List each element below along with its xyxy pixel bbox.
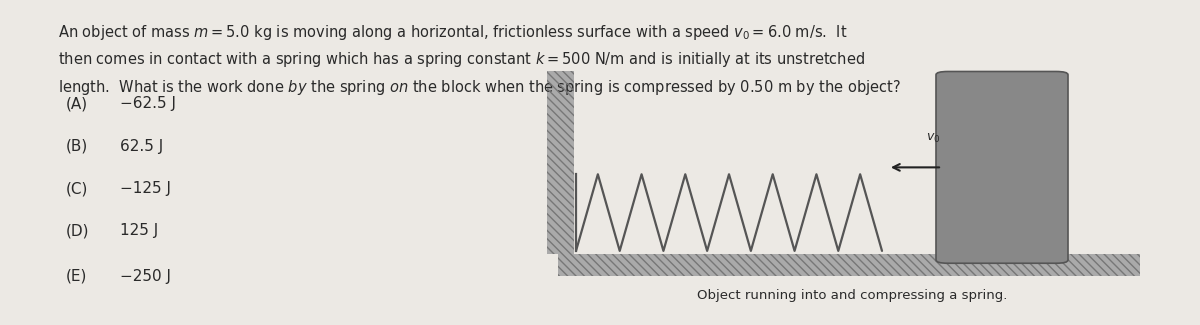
Text: Object running into and compressing a spring.: Object running into and compressing a sp…: [697, 289, 1007, 302]
Bar: [547, 72, 574, 254]
Text: (E): (E): [66, 269, 88, 284]
Text: An object of mass $m = 5.0$ kg is moving along a horizontal, frictionless surfac: An object of mass $m = 5.0$ kg is moving…: [58, 23, 847, 42]
Text: 125 J: 125 J: [120, 223, 158, 238]
Text: −62.5 J: −62.5 J: [120, 97, 176, 111]
Bar: [558, 254, 1140, 276]
Bar: [547, 72, 574, 254]
Text: (D): (D): [66, 223, 90, 238]
Text: $v_0$: $v_0$: [926, 132, 940, 145]
Bar: [558, 254, 1140, 276]
Text: 62.5 J: 62.5 J: [120, 139, 163, 154]
Text: −250 J: −250 J: [120, 269, 172, 284]
Text: length.  What is the work done $\it{by}$ the spring $\it{on}$ the block when the: length. What is the work done $\it{by}$ …: [58, 78, 900, 97]
Text: (A): (A): [66, 97, 88, 111]
FancyBboxPatch shape: [936, 72, 1068, 263]
Text: then comes in contact with a spring which has a spring constant $k = 500$ N/m an: then comes in contact with a spring whic…: [58, 50, 865, 69]
Text: −125 J: −125 J: [120, 181, 172, 196]
Text: (B): (B): [66, 139, 89, 154]
Text: (C): (C): [66, 181, 89, 196]
